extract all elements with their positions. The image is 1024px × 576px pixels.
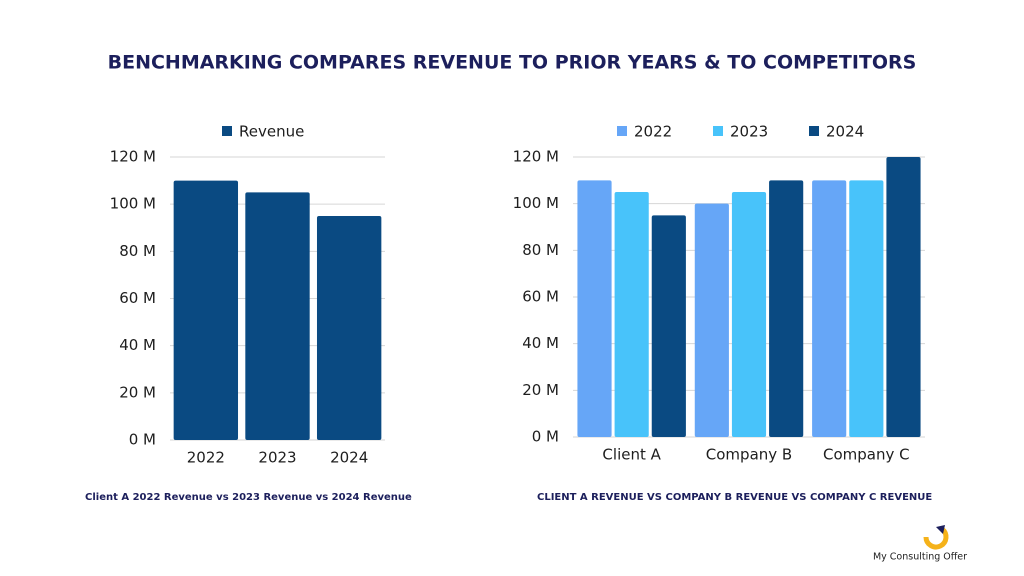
bar [849, 180, 884, 438]
logo-text: My Consulting Offer [873, 552, 967, 563]
legend-label: 2024 [826, 123, 864, 141]
legend-swatch [713, 126, 723, 136]
y-tick-label: 60 M [119, 289, 156, 307]
bar [694, 203, 729, 437]
logo: My Consulting Offer [873, 525, 967, 563]
legend-label: 2023 [730, 123, 768, 141]
bar [245, 192, 310, 440]
y-tick-label: 0 M [532, 428, 559, 446]
logo-icon [923, 527, 949, 550]
legend-label: 2022 [634, 123, 672, 141]
y-tick-label: 60 M [522, 288, 559, 306]
bar [577, 180, 612, 438]
bar [886, 157, 921, 437]
legend-swatch [809, 126, 819, 136]
x-tick-label: 2022 [187, 449, 225, 467]
y-tick-label: 20 M [119, 383, 156, 401]
chart-caption: Client A 2022 Revenue vs 2023 Revenue vs… [85, 492, 412, 503]
y-tick-label: 80 M [119, 242, 156, 260]
x-tick-label: Client A [602, 446, 661, 464]
y-tick-label: 100 M [110, 195, 156, 213]
bar [651, 215, 686, 437]
y-tick-label: 20 M [522, 381, 559, 399]
slide-title: BENCHMARKING COMPARES REVENUE TO PRIOR Y… [108, 52, 917, 74]
chart-caption: CLIENT A REVENUE VS COMPANY B REVENUE VS… [537, 492, 932, 503]
bar [769, 180, 804, 438]
legend-swatch [617, 126, 627, 136]
y-tick-label: 80 M [522, 241, 559, 259]
x-tick-label: 2023 [258, 449, 296, 467]
bar [316, 215, 382, 440]
y-tick-label: 120 M [513, 148, 559, 166]
y-tick-label: 120 M [110, 148, 156, 166]
logo-arrow [936, 525, 945, 534]
bar [812, 180, 847, 438]
x-tick-label: Company B [706, 446, 792, 464]
bar [173, 180, 239, 441]
y-tick-label: 100 M [513, 194, 559, 212]
legend-swatch [222, 126, 232, 136]
y-tick-label: 0 M [129, 431, 156, 449]
bar [614, 192, 649, 437]
y-tick-label: 40 M [522, 334, 559, 352]
x-tick-label: 2024 [330, 449, 368, 467]
legend-label: Revenue [239, 123, 304, 141]
x-tick-label: Company C [823, 446, 910, 464]
y-tick-label: 40 M [119, 336, 156, 354]
bar [731, 192, 767, 437]
